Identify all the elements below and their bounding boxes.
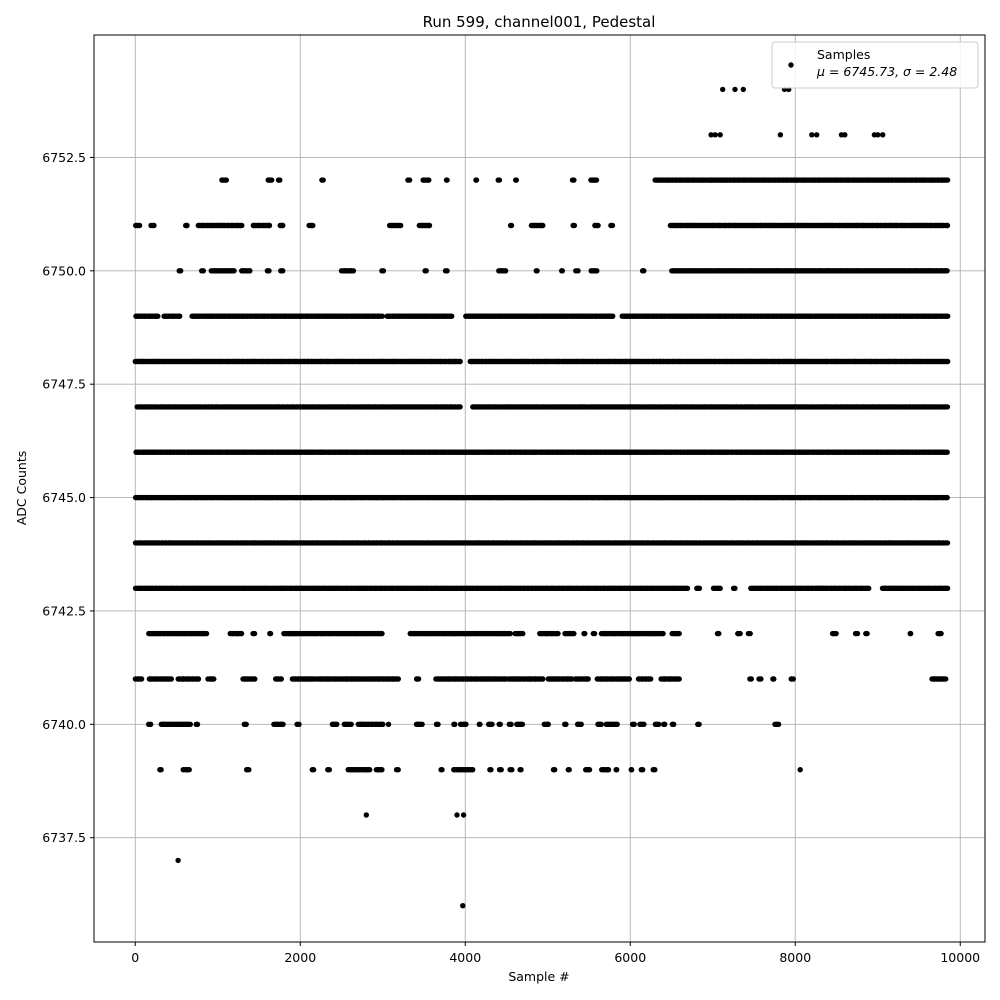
data-point	[944, 222, 951, 229]
data-point	[280, 222, 286, 229]
data-point	[609, 222, 616, 229]
data-point	[269, 177, 275, 183]
data-point	[571, 222, 578, 229]
data-point	[223, 177, 229, 183]
data-point	[178, 268, 184, 274]
data-point	[513, 177, 519, 183]
data-point	[151, 222, 157, 229]
data-point	[155, 313, 161, 319]
data-point	[944, 177, 951, 183]
data-point	[350, 268, 357, 274]
data-point	[426, 222, 433, 229]
data-point	[200, 268, 206, 274]
data-point	[320, 177, 326, 183]
data-point	[457, 358, 463, 365]
data-point	[177, 313, 183, 319]
data-point	[247, 268, 253, 274]
data-point	[310, 222, 316, 229]
data-point	[540, 222, 546, 229]
data-point	[944, 449, 950, 455]
data-point	[641, 268, 647, 274]
data-point	[239, 222, 245, 229]
data-point	[380, 268, 387, 274]
data-point	[444, 268, 450, 274]
data-point	[575, 268, 581, 274]
data-point	[595, 222, 601, 229]
data-point	[571, 177, 577, 183]
data-point	[231, 268, 237, 274]
data-point	[444, 177, 450, 183]
data-point	[457, 404, 463, 410]
data-point	[944, 404, 951, 410]
data-point	[398, 222, 404, 229]
data-point	[280, 268, 286, 274]
data-point	[559, 268, 565, 274]
data-point	[508, 222, 515, 229]
data-points	[132, 86, 951, 909]
data-point	[944, 494, 950, 501]
data-point	[473, 177, 480, 183]
data-point	[423, 268, 429, 274]
data-point	[277, 177, 283, 183]
data-point	[496, 177, 503, 183]
data-point	[534, 268, 540, 274]
data-point	[184, 222, 190, 229]
data-point	[594, 268, 600, 274]
data-point	[266, 268, 272, 274]
data-point	[379, 313, 385, 319]
data-point	[944, 268, 950, 274]
data-point	[945, 313, 951, 319]
data-point	[266, 222, 273, 229]
data-point	[136, 222, 143, 229]
data-point	[406, 177, 413, 183]
data-point	[945, 358, 951, 365]
data-point	[426, 177, 432, 183]
data-point	[593, 177, 600, 183]
data-point	[449, 313, 455, 319]
data-point	[502, 268, 509, 274]
data-point	[610, 313, 616, 319]
grid-lines	[94, 35, 985, 942]
